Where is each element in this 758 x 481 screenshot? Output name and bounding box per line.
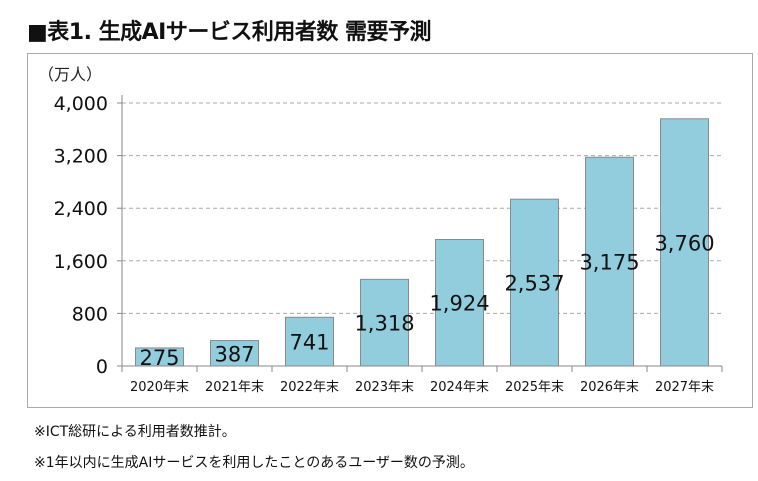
bar — [660, 118, 709, 367]
footnote-1: ※ICT総研による利用者数推計。 — [34, 424, 236, 440]
data-label: 2,537 — [504, 272, 564, 296]
y-tick-label: 2,400 — [54, 198, 108, 220]
chart-title: ■表1. 生成AIサービス利用者数 需要予測 — [27, 20, 431, 45]
data-label: 1,318 — [354, 312, 414, 336]
footnote-2: ※1年以内に生成AIサービスを利用したことのあるユーザー数の予測。 — [34, 455, 474, 471]
y-tick-label: 4,000 — [54, 93, 108, 115]
data-label: 3,760 — [654, 231, 714, 255]
data-label: 741 — [289, 331, 329, 355]
data-label: 1,924 — [429, 292, 489, 316]
y-tick-label: 1,600 — [54, 251, 108, 273]
y-axis-unit-label: （万人） — [38, 65, 102, 84]
x-tick-label: 2023年末 — [355, 380, 414, 395]
x-tick-label: 2020年末 — [130, 380, 189, 395]
bar — [585, 156, 634, 367]
x-tick-label: 2024年末 — [430, 380, 489, 395]
bar — [285, 316, 334, 367]
x-tick-label: 2026年末 — [580, 380, 639, 395]
y-tick-label: 0 — [96, 356, 108, 378]
x-tick-label: 2021年末 — [205, 380, 264, 395]
chart-frame — [27, 53, 753, 408]
bar — [435, 238, 484, 367]
bar — [510, 198, 559, 367]
x-tick-label: 2022年末 — [280, 380, 339, 395]
bar — [210, 340, 259, 367]
data-label: 3,175 — [579, 251, 639, 275]
y-tick-label: 800 — [72, 303, 108, 325]
x-tick-label: 2027年末 — [655, 380, 714, 395]
data-label: 387 — [214, 342, 254, 366]
bar — [360, 278, 409, 367]
y-tick-label: 3,200 — [54, 146, 108, 168]
x-tick-label: 2025年末 — [505, 380, 564, 395]
